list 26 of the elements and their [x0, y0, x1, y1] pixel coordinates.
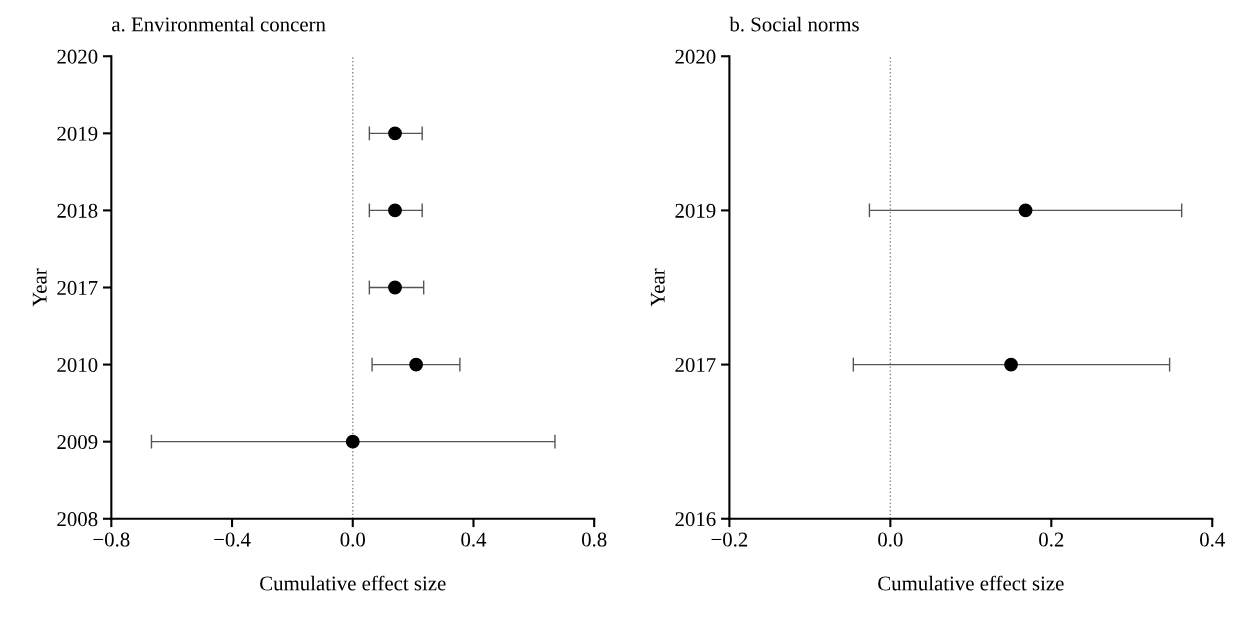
chart-title: a. Environmental concern [112, 16, 326, 32]
y-tick-label: 2017 [57, 280, 98, 295]
x-tick-label: 0.0 [878, 532, 903, 547]
x-axis-title: Cumulative effect size [260, 575, 446, 591]
y-axis-title: Year [32, 268, 47, 307]
y-tick-label: 2020 [675, 49, 716, 64]
y-tick-label: 2018 [57, 203, 98, 218]
x-tick-label: 0.4 [1200, 532, 1225, 547]
x-tick-label: −0.2 [711, 532, 748, 547]
chart-title: b. Social norms [729, 16, 859, 32]
x-tick-label: 0.0 [340, 532, 365, 547]
x-tick-label: 0.4 [461, 532, 487, 547]
y-tick-label: 2010 [57, 357, 98, 373]
y-tick-label: 2020 [57, 49, 98, 64]
x-tick-label: 0.2 [1039, 532, 1064, 547]
y-tick-label: 2017 [675, 357, 716, 373]
y-tick-label: 2008 [57, 512, 98, 527]
y-tick-label: 2019 [57, 126, 98, 141]
x-tick-label: 0.8 [581, 532, 607, 547]
y-tick-label: 2019 [675, 203, 716, 218]
x-tick-label: −0.4 [214, 532, 251, 547]
y-axis-title: Year [650, 268, 665, 307]
y-tick-label: 2009 [57, 435, 98, 450]
x-tick-label: −0.8 [93, 532, 130, 547]
x-axis-title: Cumulative effect size [878, 575, 1064, 591]
y-tick-label: 2016 [675, 512, 716, 527]
